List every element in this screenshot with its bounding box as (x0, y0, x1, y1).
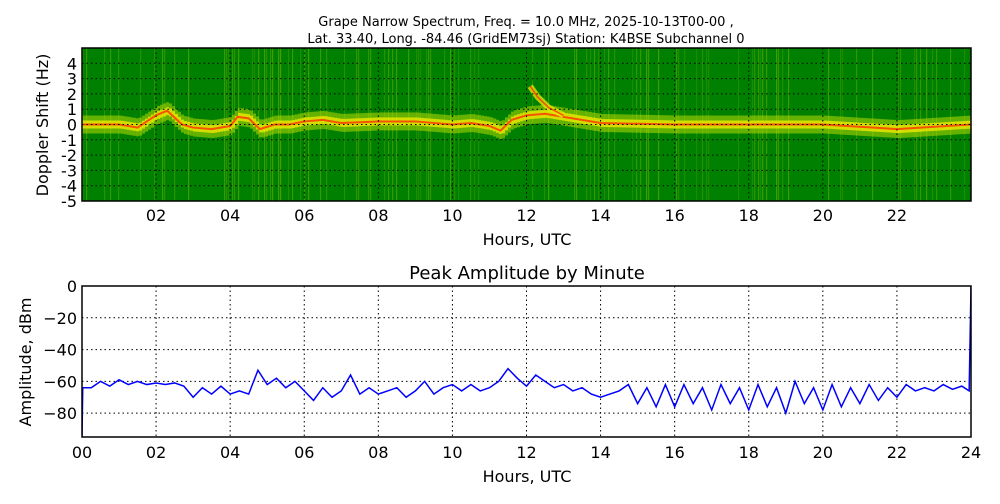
spectrogram-band (508, 119, 511, 128)
amplitude-xlabel: Hours, UTC (483, 467, 572, 486)
amplitude-series-line (82, 286, 971, 437)
spectrogram-xtick-label: 06 (294, 206, 314, 225)
amplitude-xtick-label: 16 (664, 443, 684, 462)
spectrum-title-line2: Lat. 33.40, Long. -84.46 (GridEM73sj) St… (307, 32, 744, 47)
spectrogram-ytick-label: 3 (67, 70, 77, 89)
spectrogram-ylabel: Doppler Shift (Hz) (33, 54, 52, 197)
spectrogram-xlabel: Hours, UTC (483, 230, 572, 249)
amplitude-ticks: 00 02 04 06 08 10 12 14 16 18 20 22 24 0 −20 −40 −60 −80 (43, 277, 981, 462)
amplitude-ytick-label: −40 (43, 341, 77, 360)
amplitude-xtick-label: 12 (516, 443, 536, 462)
spectrogram-band (175, 113, 178, 122)
amplitude-grid (81, 285, 972, 437)
amplitude-axes: Peak Amplitude by Minute 00 02 04 06 08 10 12 1… (16, 263, 981, 486)
spectrogram-noise-stripe (164, 48, 166, 201)
spectrogram-xtick-label: 18 (739, 206, 759, 225)
spectrogram-band (505, 122, 508, 131)
spectrogram-ytick-label: -5 (61, 192, 77, 211)
amplitude-xtick-label: 02 (146, 443, 166, 462)
amplitude-ytick-label: −20 (43, 309, 77, 328)
spectrogram-ytick-label: 1 (67, 100, 77, 119)
spectrogram-noise-stripe (162, 48, 164, 201)
amplitude-ytick-label: −60 (43, 372, 77, 391)
spectrogram-band (232, 119, 235, 128)
amplitude-xtick-label: 08 (368, 443, 388, 462)
amplitude-xtick-label: 06 (294, 443, 314, 462)
spectrogram-band (172, 111, 175, 120)
spectrogram-ytick-label: 2 (67, 85, 77, 104)
amplitude-xtick-label: 20 (813, 443, 833, 462)
spectrogram-xtick-label: 10 (442, 206, 462, 225)
spectrogram-xtick-label: 14 (590, 206, 610, 225)
spectrum-title-line1: Grape Narrow Spectrum, Freq. = 10.0 MHz,… (318, 15, 733, 30)
spectrogram-noise-stripe (174, 48, 176, 201)
spectrogram-band (235, 116, 238, 125)
amplitude-title: Peak Amplitude by Minute (409, 263, 645, 284)
spectrogram-xtick-label: 16 (664, 206, 684, 225)
spectrogram-ytick-label: 4 (67, 54, 77, 73)
spectrogram-ytick-label: -3 (61, 161, 77, 180)
spectrogram-xtick-label: 08 (368, 206, 388, 225)
spectrogram-ytick-label: -1 (61, 131, 77, 150)
spectrogram-secondary-trace (529, 85, 564, 116)
amplitude-xtick-label: 14 (590, 443, 610, 462)
spectrogram-noise-stripe (544, 48, 546, 201)
spectrogram-xtick-label: 22 (887, 206, 907, 225)
spectrogram-band (502, 125, 505, 134)
spectrogram-band (178, 116, 181, 125)
spectrogram-xtick-label: 20 (813, 206, 833, 225)
amplitude-xtick-label: 18 (739, 443, 759, 462)
amplitude-xtick-label: 00 (72, 443, 92, 462)
amplitude-frame (81, 285, 972, 438)
spectrogram-ytick-label: 0 (67, 116, 77, 135)
spectrogram-xtick-label: 02 (146, 206, 166, 225)
amplitude-ylabel: Amplitude, dBm (16, 298, 35, 427)
spectrogram-noise-stripe (548, 48, 550, 201)
amplitude-xtick-label: 04 (220, 443, 240, 462)
amplitude-xtick-label: 22 (887, 443, 907, 462)
spectrogram-band (169, 108, 172, 117)
spectrogram-ytick-label: -2 (61, 146, 77, 165)
spectrogram-frame (81, 47, 972, 202)
spectrogram-ytick-label: -4 (61, 177, 77, 196)
spectrogram-peak-trace (82, 109, 971, 132)
spectrogram-band (253, 118, 256, 127)
spectrogram-xtick-label: 12 (516, 206, 536, 225)
spectrogram-band (181, 119, 184, 128)
amplitude-xtick-label: 10 (442, 443, 462, 462)
spectrogram-grid (82, 48, 971, 202)
amplitude-xtick-label: 24 (961, 443, 981, 462)
spectrogram-xtick-label: 04 (220, 206, 240, 225)
amplitude-ytick-label: −80 (43, 404, 77, 423)
amplitude-ytick-label: 0 (67, 277, 77, 296)
spectrogram-band (256, 121, 259, 130)
spectrogram-band (250, 115, 253, 124)
